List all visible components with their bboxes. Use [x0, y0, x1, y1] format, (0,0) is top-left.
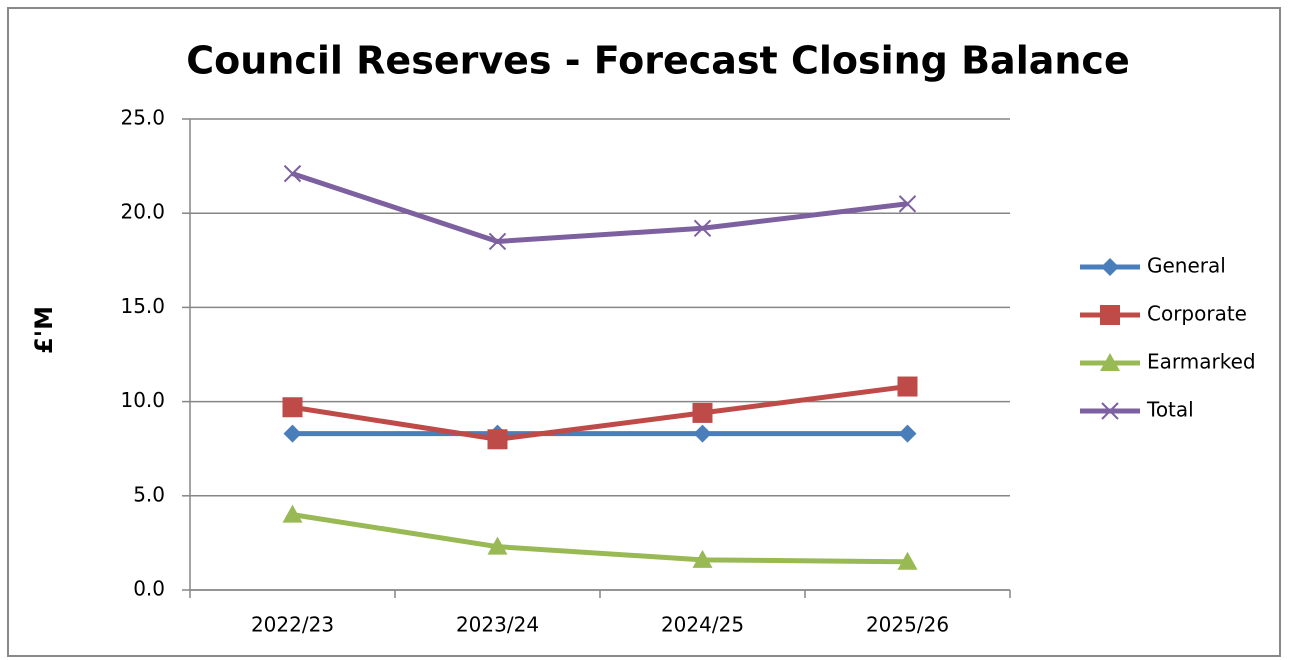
- data-point: [283, 424, 302, 443]
- y-tick-label: 20.0: [120, 200, 165, 224]
- x-tick-label: 2023/24: [456, 613, 539, 637]
- data-point: [692, 402, 713, 423]
- chart-frame: [7, 7, 1281, 657]
- data-point: [897, 551, 918, 570]
- y-tick-label: 10.0: [120, 388, 165, 412]
- x-tick-label: 2022/23: [251, 613, 334, 637]
- data-point: [693, 219, 712, 237]
- legend-marker: [1101, 402, 1119, 420]
- legend-label: Earmarked: [1147, 350, 1256, 374]
- legend-marker: [1100, 353, 1120, 371]
- x-tick-label: 2024/25: [661, 613, 744, 637]
- data-point: [282, 504, 303, 523]
- series-line: [291, 171, 908, 244]
- data-point: [898, 424, 917, 443]
- legend-marker: [1100, 305, 1120, 325]
- data-point: [692, 549, 713, 568]
- data-point: [488, 232, 507, 251]
- data-point: [693, 424, 712, 443]
- data-point: [283, 164, 302, 183]
- data-point: [487, 429, 508, 450]
- y-axis-label: £'M: [30, 306, 58, 354]
- legend-label: General: [1147, 254, 1226, 278]
- series-line: [292, 512, 908, 565]
- series-line: [292, 384, 908, 442]
- legend-label: Total: [1146, 398, 1194, 422]
- data-point: [282, 397, 303, 418]
- y-tick-label: 15.0: [120, 294, 165, 318]
- legend-marker: [1101, 258, 1119, 276]
- y-tick-label: 25.0: [120, 106, 165, 130]
- legend-label: Corporate: [1147, 302, 1247, 326]
- y-tick-label: 0.0: [133, 577, 165, 601]
- data-point: [897, 376, 918, 397]
- x-tick-label: 2025/26: [866, 613, 949, 637]
- data-point: [898, 195, 917, 213]
- data-point: [487, 536, 508, 555]
- y-tick-label: 5.0: [133, 482, 165, 506]
- chart-title: Council Reserves - Forecast Closing Bala…: [186, 39, 1129, 83]
